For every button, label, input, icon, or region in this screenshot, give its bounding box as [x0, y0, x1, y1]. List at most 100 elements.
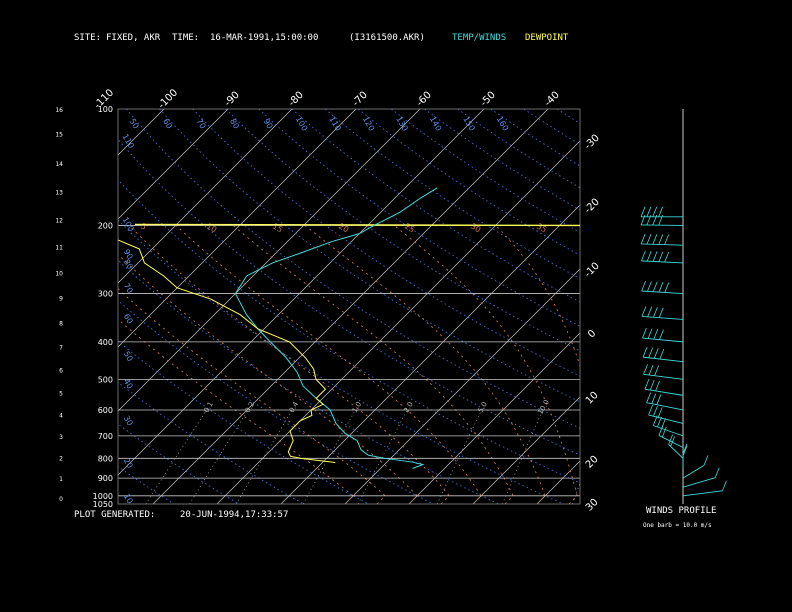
dry-adiabat-label: 100: [294, 115, 309, 133]
dewpoint-trace: [118, 239, 336, 463]
wind-barb: [641, 315, 684, 320]
dry-adiabat: [118, 299, 434, 504]
wind-barb: [644, 388, 684, 396]
mixing-ratio-label: 0.1: [202, 400, 214, 414]
wind-barb: [653, 425, 684, 437]
site-value: FIXED, AKR: [106, 33, 161, 43]
dry-adiabat: [523, 109, 580, 146]
dry-adiabat: [225, 109, 580, 352]
moist-adiabat-label: 30: [469, 222, 482, 235]
isotherm-line: [0, 109, 100, 504]
wind-barb-flag: [659, 329, 664, 340]
wind-barb-flag: [714, 467, 720, 478]
isotherm-line: [280, 204, 580, 504]
dry-adiabat: [490, 109, 580, 167]
wind-barb-flag: [648, 404, 653, 416]
wind-barb-flag: [668, 434, 674, 445]
isotherm-line: [152, 109, 549, 504]
dry-adiabat-label: 120: [361, 115, 376, 133]
wind-barb: [641, 290, 684, 295]
mixing-ratio-line: [502, 409, 544, 504]
temperature-tick-label: -100: [156, 87, 180, 111]
wind-barb-flag: [654, 365, 659, 376]
dry-adiabat: [291, 109, 580, 303]
isotherm-line: [118, 109, 229, 220]
height-tick-label: 15: [55, 131, 63, 138]
dry-adiabat: [118, 340, 369, 504]
height-tick-label: 2: [59, 455, 63, 462]
legend-dewpoint: DEWPOINT: [525, 33, 569, 43]
moist-adiabat-label: 5: [139, 222, 148, 232]
moist-adiabat: [304, 225, 546, 504]
dry-adiabat-label-left: 50: [122, 350, 135, 363]
isotherm-line: [665, 109, 792, 504]
height-tick-label: 14: [55, 161, 63, 168]
wind-barb-flag: [647, 306, 653, 317]
mixing-ratio-line: [357, 409, 408, 504]
wind-barb-flag: [642, 346, 648, 358]
dry-adiabat: [357, 109, 580, 256]
height-tick-label: 6: [59, 368, 63, 375]
dry-adiabat: [424, 109, 580, 211]
temperature-tick-label: -20: [583, 197, 602, 216]
temperature-tick-label: -10: [583, 261, 602, 280]
moist-adiabats: [118, 225, 673, 504]
mixing-ratio-line: [145, 409, 207, 504]
site-label: SITE:: [74, 33, 102, 43]
isotherm-line: [118, 109, 293, 284]
moist-adiabat: [662, 225, 673, 504]
dry-adiabat: [118, 138, 580, 456]
wind-barb: [641, 224, 684, 226]
dry-adiabat-label-left: 80: [122, 258, 135, 271]
pressure-tick-label: 800: [98, 454, 113, 463]
wind-barb-flag: [664, 234, 669, 245]
dry-adiabat: [391, 109, 580, 233]
dry-adiabat-label: 70: [195, 117, 208, 130]
moist-adiabat-label: 35: [535, 222, 548, 235]
dry-adiabat: [118, 259, 499, 504]
wind-barb: [658, 435, 684, 448]
pressure-tick-label: 1000: [93, 492, 113, 501]
wind-barb-flag: [655, 380, 660, 392]
dry-adiabat: [258, 109, 580, 327]
mixing-ratio-line: [436, 409, 483, 504]
dry-adiabat-label: 110: [327, 115, 342, 133]
wind-barb-flag: [641, 250, 646, 262]
moist-adiabat-label: 10: [205, 222, 218, 235]
height-tick-label: 16: [55, 107, 63, 114]
dry-adiabat-label: 140: [428, 115, 443, 133]
plot-generated-label: PLOT GENERATED:: [74, 510, 156, 520]
dry-adiabat: [457, 109, 580, 189]
wind-barb-flag: [646, 206, 652, 217]
wind-barb-flag: [658, 251, 664, 262]
height-tick-label: 4: [59, 413, 63, 420]
wind-barb: [643, 356, 684, 363]
dry-adiabat-label-left: 60: [122, 312, 135, 325]
isotherm-line: [118, 109, 421, 412]
moist-adiabat: [118, 253, 418, 504]
pressure-tick-label: 600: [98, 406, 113, 415]
wind-barb-flag: [649, 379, 655, 391]
temperature-tick-label: -90: [223, 90, 242, 109]
moist-adiabat-label: 20: [337, 222, 350, 235]
mixing-ratio-label: 10.0: [536, 399, 551, 417]
wind-barb-flag: [658, 206, 664, 217]
wind-barb-flag: [644, 379, 650, 390]
wind-barb-flag: [648, 347, 654, 358]
dry-adiabat-label: 80: [228, 117, 241, 130]
temperature-trace: [234, 187, 438, 469]
temperature-tick-label: -80: [287, 90, 306, 109]
wind-barb-flag: [652, 281, 658, 292]
wind-barb-flag: [659, 348, 665, 360]
wind-barb: [682, 490, 723, 497]
wind-barb-flag: [640, 233, 646, 245]
moist-adiabat: [118, 288, 386, 504]
dry-adiabat: [118, 466, 175, 504]
time-value: 16-MAR-1991,15:00:00: [210, 33, 319, 43]
height-tick-label: 5: [59, 390, 63, 397]
series: [118, 187, 580, 469]
moist-adiabat: [175, 225, 482, 504]
moist-adiabat: [495, 225, 580, 368]
temperature-tick-label: -30: [583, 133, 602, 152]
mixing-ratio-line: [302, 409, 356, 504]
